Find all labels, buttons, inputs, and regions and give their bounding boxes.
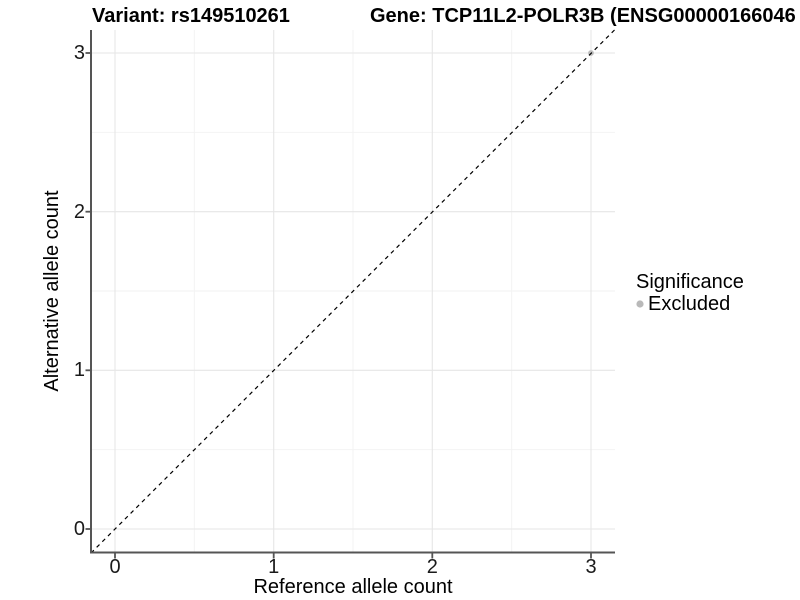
x-tick-label-2: 2 — [426, 556, 438, 578]
x-axis-title: Reference allele count — [253, 576, 453, 598]
x-tick-label-1: 1 — [268, 556, 280, 578]
y-tick-label-2: 2 — [73, 200, 85, 223]
identity-line — [90, 29, 616, 554]
y-axis-title: Alternative allele count — [41, 190, 63, 392]
y-tick-label-1: 1 — [73, 359, 85, 382]
y-tick-label-3: 3 — [73, 42, 85, 64]
x-tick-label-3: 3 — [585, 556, 597, 578]
legend-title: Significance — [636, 271, 744, 293]
legend-item-excluded: Excluded — [633, 293, 744, 315]
variant-title: Variant: rs149510261 — [92, 5, 290, 27]
grid-major — [91, 30, 615, 553]
legend: Significance Excluded — [633, 271, 744, 315]
x-tick-label-0: 0 — [109, 556, 121, 578]
axis-lines — [90, 30, 615, 554]
gene-title: Gene: TCP11L2-POLR3B (ENSG00000166046 — [370, 5, 796, 27]
y-tick-label-0: 0 — [73, 518, 85, 540]
legend-key-dot-icon — [636, 300, 644, 308]
grid-minor — [91, 30, 615, 553]
tick-marks — [85, 52, 592, 559]
legend-item-label: Excluded — [648, 293, 731, 315]
